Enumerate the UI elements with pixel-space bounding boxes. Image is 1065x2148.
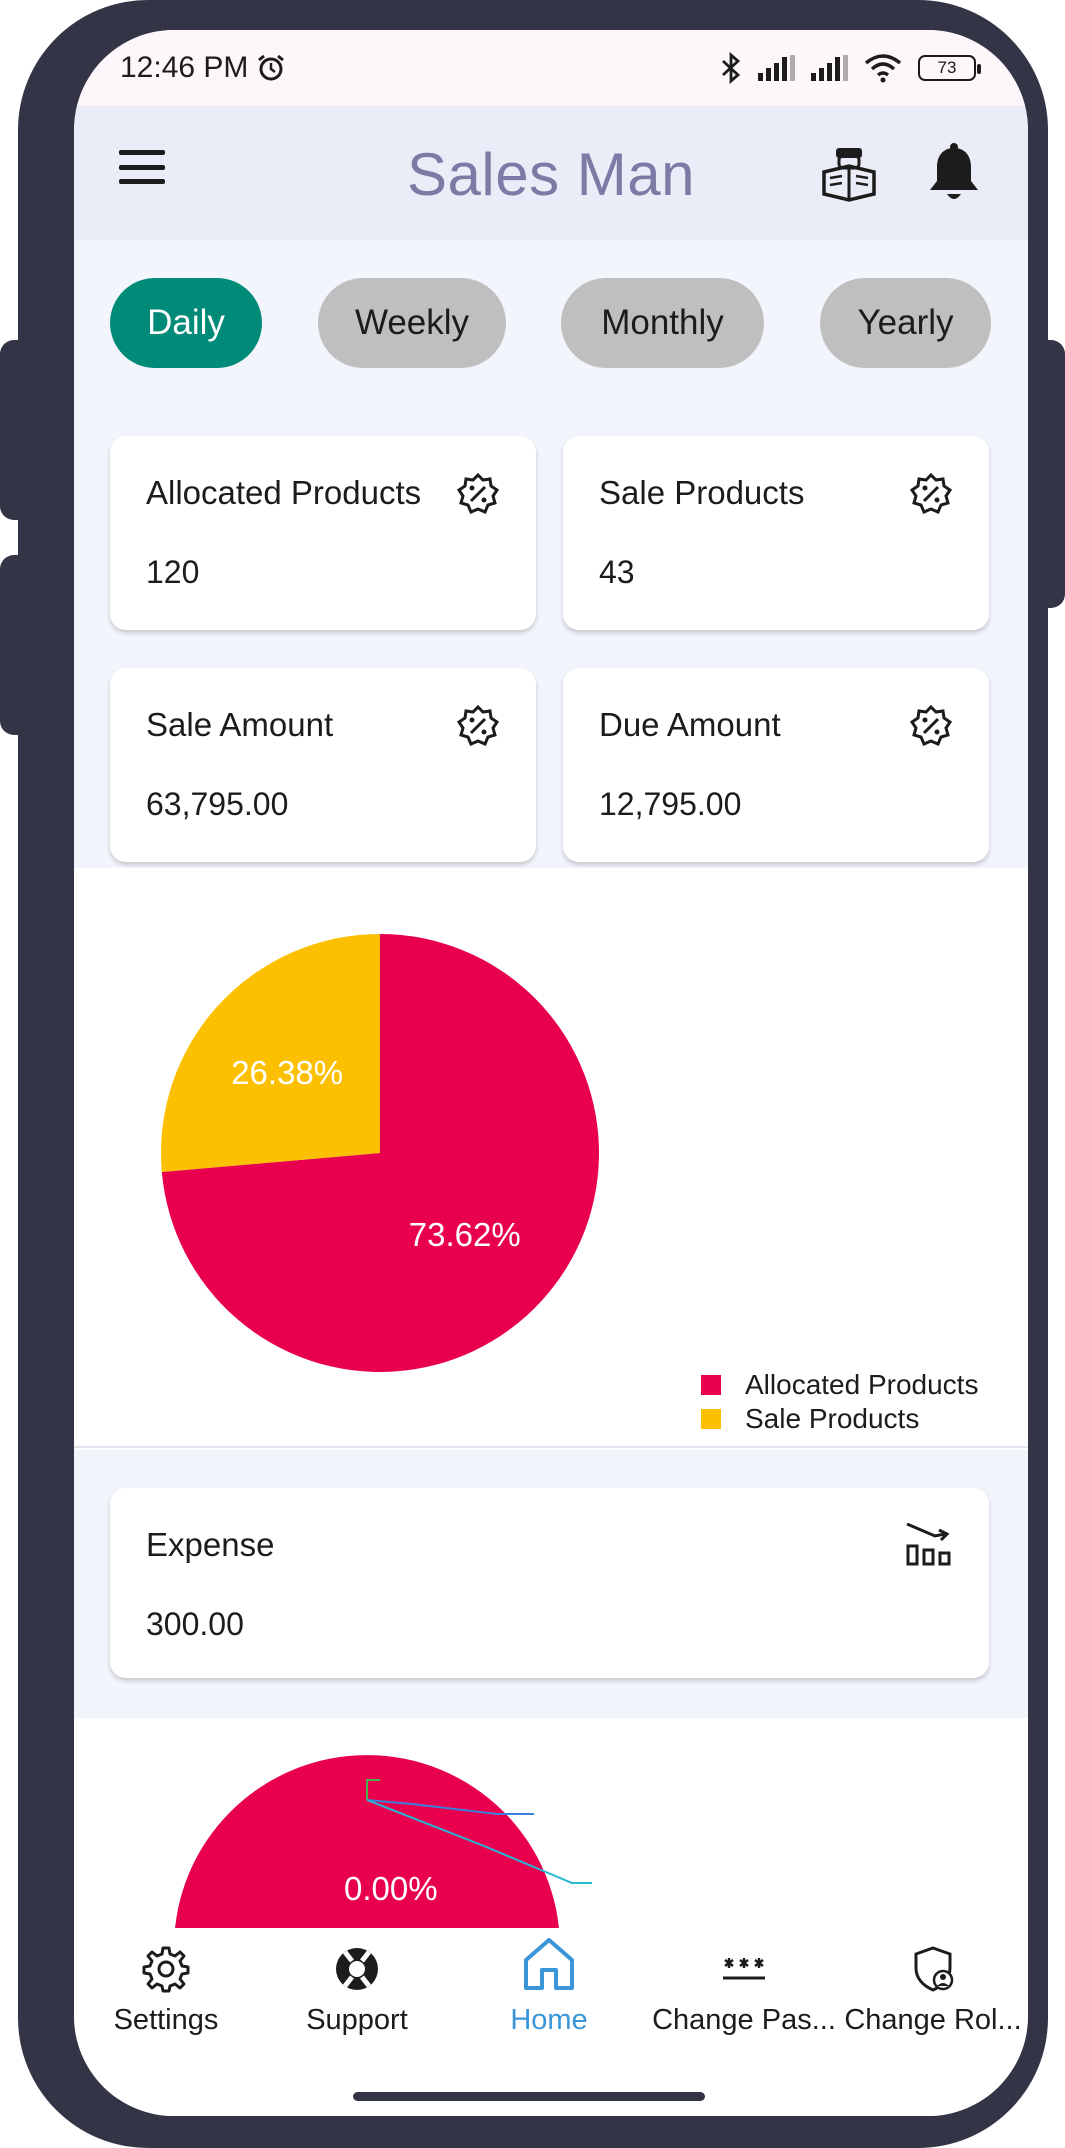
status-time: 12:46 PM xyxy=(120,51,249,84)
tab-monthly[interactable]: Monthly xyxy=(561,278,764,368)
home-indicator[interactable] xyxy=(353,2092,705,2101)
legend-label: Allocated Products xyxy=(745,1369,979,1400)
sale-products-card[interactable]: Sale Products 43 xyxy=(563,436,989,630)
card-value: 43 xyxy=(599,554,635,590)
power-button xyxy=(1025,340,1065,608)
expense-section: Expense 300.00 xyxy=(74,1450,1028,1718)
period-tabs: Daily Weekly Monthly Yearly xyxy=(110,278,1000,368)
battery-level: 73 xyxy=(937,58,957,77)
pie-slice-label-allocated: 73.62% xyxy=(408,1216,521,1254)
sale-amount-card[interactable]: Sale Amount 63,795.00 xyxy=(110,668,536,862)
legend-swatch xyxy=(701,1375,721,1395)
nav-support[interactable]: Support xyxy=(262,1928,452,2068)
expense-pie-chart xyxy=(175,1755,592,1928)
allocated-products-card[interactable]: Allocated Products 120 xyxy=(110,436,536,630)
summary-section: Daily Weekly Monthly Yearly Allocated Pr… xyxy=(74,240,1028,868)
tab-yearly[interactable]: Yearly xyxy=(820,278,991,368)
battery-icon: 73 xyxy=(918,55,981,81)
leader-line xyxy=(366,1779,380,1800)
legend-item-allocated: Allocated Products xyxy=(701,1368,978,1402)
leader-line xyxy=(366,1799,534,1815)
tab-daily[interactable]: Daily xyxy=(110,278,262,368)
app-bar: Sales Man xyxy=(74,106,1028,240)
status-bar: 12:46 PM 73 xyxy=(74,30,1028,106)
pie-chart-section: 73.62% 26.38% Allocated Products Sale Pr… xyxy=(74,868,1028,1448)
nav-settings[interactable]: Settings xyxy=(74,1928,261,2068)
due-amount-card[interactable]: Due Amount 12,795.00 xyxy=(563,668,989,862)
pie-slice xyxy=(175,1755,559,1928)
tab-weekly[interactable]: Weekly xyxy=(318,278,506,368)
nav-home[interactable]: Home xyxy=(454,1928,644,2068)
legend-item-sale: Sale Products xyxy=(701,1402,978,1436)
bell-icon[interactable] xyxy=(924,142,984,206)
card-value: 120 xyxy=(146,554,200,590)
pie-slice-label: 0.00% xyxy=(344,1870,438,1907)
book-reader-icon[interactable] xyxy=(818,142,880,204)
card-value: 12,795.00 xyxy=(599,786,742,822)
discount-badge-icon xyxy=(909,472,953,514)
leader-line xyxy=(366,1799,592,1884)
card-label: Due Amount xyxy=(599,706,781,743)
signal-icon xyxy=(811,55,848,81)
pie-slice-label-sale: 26.38% xyxy=(231,1053,344,1091)
nav-change-password[interactable]: Change Pas... xyxy=(649,1928,839,2068)
legend-label: Sale Products xyxy=(745,1403,920,1434)
alarm-icon xyxy=(258,54,285,81)
card-value: 63,795.00 xyxy=(146,786,289,822)
nav-label: Change Rol... xyxy=(844,2004,1022,2036)
discount-badge-icon xyxy=(456,472,500,514)
discount-badge-icon xyxy=(909,704,953,746)
pie-slice-0 xyxy=(161,934,599,1372)
menu-icon[interactable] xyxy=(119,150,165,184)
signal-icon xyxy=(758,55,795,81)
volume-down-button xyxy=(0,555,40,735)
bluetooth-icon xyxy=(722,52,741,84)
pie-slice-1 xyxy=(161,934,380,1172)
password-icon xyxy=(723,1958,765,1980)
gear-icon xyxy=(142,1946,190,1993)
discount-badge-icon xyxy=(456,704,500,746)
bottom-navigation: Settings Support Home Change Pas... xyxy=(74,1928,1028,2116)
lifebuoy-icon xyxy=(336,1948,378,1990)
volume-up-button xyxy=(0,340,40,520)
expense-card[interactable]: Expense 300.00 xyxy=(110,1488,989,1678)
shield-user-icon xyxy=(914,1946,954,1992)
card-label: Sale Products xyxy=(599,474,805,511)
pie-chart xyxy=(161,934,599,1372)
nav-change-role[interactable]: Change Rol... xyxy=(838,1928,1028,2068)
nav-label: Change Pas... xyxy=(652,2004,836,2036)
wifi-icon xyxy=(864,54,902,83)
trending-down-chart-icon xyxy=(906,1522,951,1566)
card-label: Allocated Products xyxy=(146,474,422,511)
home-icon xyxy=(524,1938,574,1990)
card-label: Expense xyxy=(146,1526,275,1563)
nav-label: Settings xyxy=(113,2004,219,2036)
card-value: 300.00 xyxy=(146,1606,244,1642)
legend-swatch xyxy=(701,1409,721,1429)
expense-pie-section: 0.00% xyxy=(74,1718,1028,1928)
chart-legend: Allocated Products Sale Products xyxy=(701,1368,978,1436)
screen: 12:46 PM 73 xyxy=(74,30,1028,2116)
nav-label: Home xyxy=(510,2004,588,2036)
page-title: Sales Man xyxy=(407,141,695,208)
card-label: Sale Amount xyxy=(146,706,334,743)
nav-label: Support xyxy=(306,2004,408,2036)
